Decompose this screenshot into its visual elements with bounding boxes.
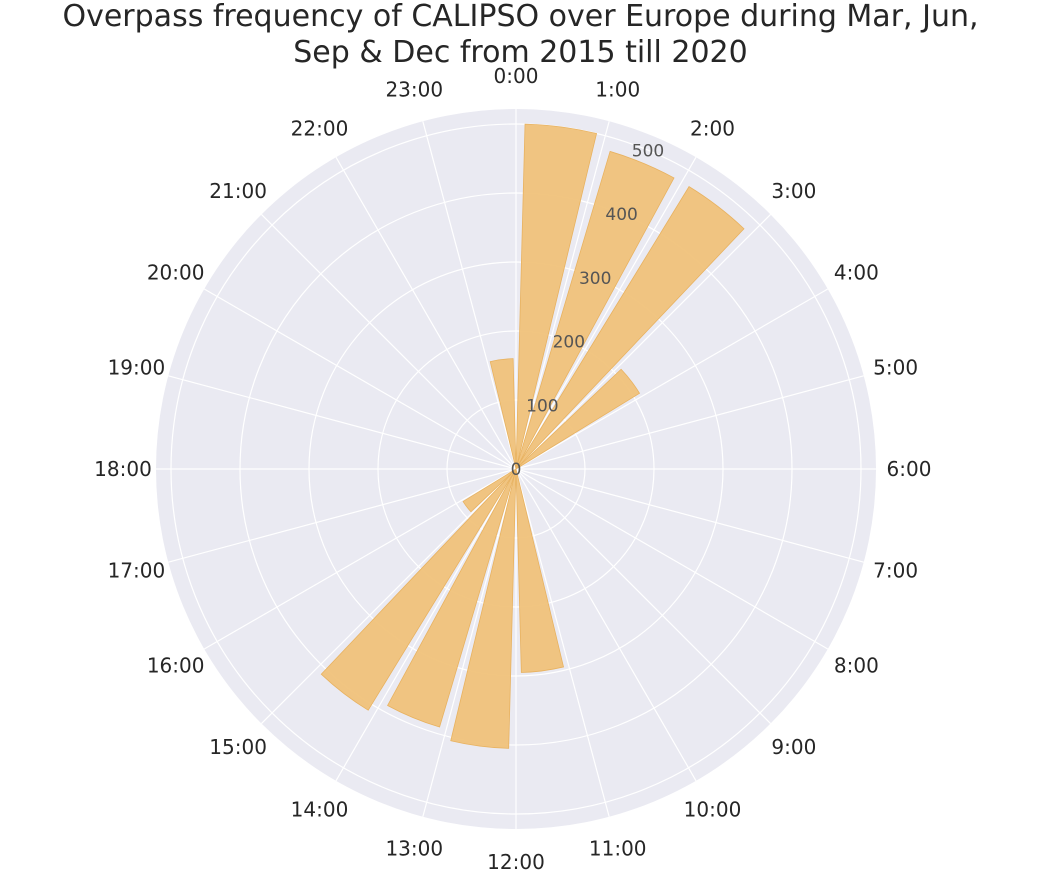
- hour-label-16:00: 16:00: [147, 654, 205, 678]
- bar-series: [320, 123, 745, 749]
- hour-label-22:00: 22:00: [291, 117, 349, 141]
- chart-title: Overpass frequency of CALIPSO over Europ…: [0, 0, 1041, 71]
- bar-2:00: [515, 186, 745, 470]
- bar-11:00: [515, 468, 565, 673]
- hour-label-4:00: 4:00: [834, 261, 879, 285]
- radial-tick-500: 500: [632, 141, 664, 161]
- grid-spoke: [422, 121, 517, 470]
- grid-spoke: [168, 468, 517, 563]
- hour-label-0:00: 0:00: [494, 64, 539, 88]
- hour-label-21:00: 21:00: [209, 179, 267, 203]
- title-line-1: Overpass frequency of CALIPSO over Europ…: [62, 0, 979, 34]
- hour-label-18:00: 18:00: [94, 457, 152, 481]
- grid-spoke: [515, 468, 864, 563]
- grid-spoke: [203, 288, 517, 470]
- grid-spoke: [515, 468, 829, 650]
- bar-23:00: [489, 358, 517, 470]
- hour-label-6:00: 6:00: [887, 457, 932, 481]
- grid-spoke: [515, 468, 610, 817]
- grid-spoke: [515, 214, 771, 470]
- radial-tick-300: 300: [579, 269, 611, 289]
- grid-spoke: [515, 288, 829, 470]
- hour-label-13:00: 13:00: [385, 837, 443, 861]
- radial-tick-200: 200: [553, 333, 585, 353]
- polar-grid: [156, 109, 876, 829]
- grid-spoke: [168, 375, 517, 470]
- grid-spoke: [261, 468, 517, 724]
- hour-label-12:00: 12:00: [487, 850, 545, 871]
- radial-tick-labels: 0 100 200 300 400 500: [511, 141, 665, 480]
- hour-label-23:00: 23:00: [385, 77, 443, 101]
- radial-tick-400: 400: [605, 205, 637, 225]
- hour-tick-labels: 0:00 1:00 2:00 3:00 4:00 5:00 6:00 7:00 8:00 9:00…: [94, 64, 931, 871]
- grid-spoke: [422, 468, 517, 817]
- grid-spoke: [335, 156, 517, 470]
- radial-tick-0: 0: [511, 460, 522, 480]
- radial-tick-100: 100: [526, 396, 558, 416]
- hour-label-15:00: 15:00: [209, 735, 267, 759]
- grid-spoke: [515, 156, 697, 470]
- hour-label-1:00: 1:00: [595, 77, 640, 101]
- title-line-2: Sep & Dec from 2015 till 2020: [293, 35, 748, 70]
- hour-label-14:00: 14:00: [291, 797, 349, 821]
- grid-spoke: [335, 468, 517, 782]
- hour-label-19:00: 19:00: [108, 355, 166, 379]
- bar-15:00: [462, 468, 517, 513]
- bar-13:00: [387, 468, 517, 728]
- hour-label-20:00: 20:00: [147, 261, 205, 285]
- hour-label-11:00: 11:00: [589, 837, 647, 861]
- bar-0:00: [515, 123, 598, 470]
- hour-label-8:00: 8:00: [834, 654, 879, 678]
- grid-spoke: [515, 375, 864, 470]
- hour-label-10:00: 10:00: [684, 797, 742, 821]
- bar-14:00: [320, 468, 517, 711]
- hour-label-3:00: 3:00: [771, 179, 816, 203]
- grid-spoke: [515, 121, 610, 470]
- hour-label-17:00: 17:00: [108, 559, 166, 583]
- hour-label-5:00: 5:00: [873, 355, 918, 379]
- grid-spoke: [203, 468, 517, 650]
- bar-3:00: [515, 368, 641, 470]
- grid-spoke: [261, 214, 517, 470]
- grid-spoke: [515, 468, 771, 724]
- hour-label-9:00: 9:00: [771, 735, 816, 759]
- bar-1:00: [515, 150, 675, 470]
- bar-12:00: [450, 468, 517, 749]
- hour-label-2:00: 2:00: [690, 117, 735, 141]
- hour-label-7:00: 7:00: [873, 559, 918, 583]
- grid-spoke: [515, 468, 697, 782]
